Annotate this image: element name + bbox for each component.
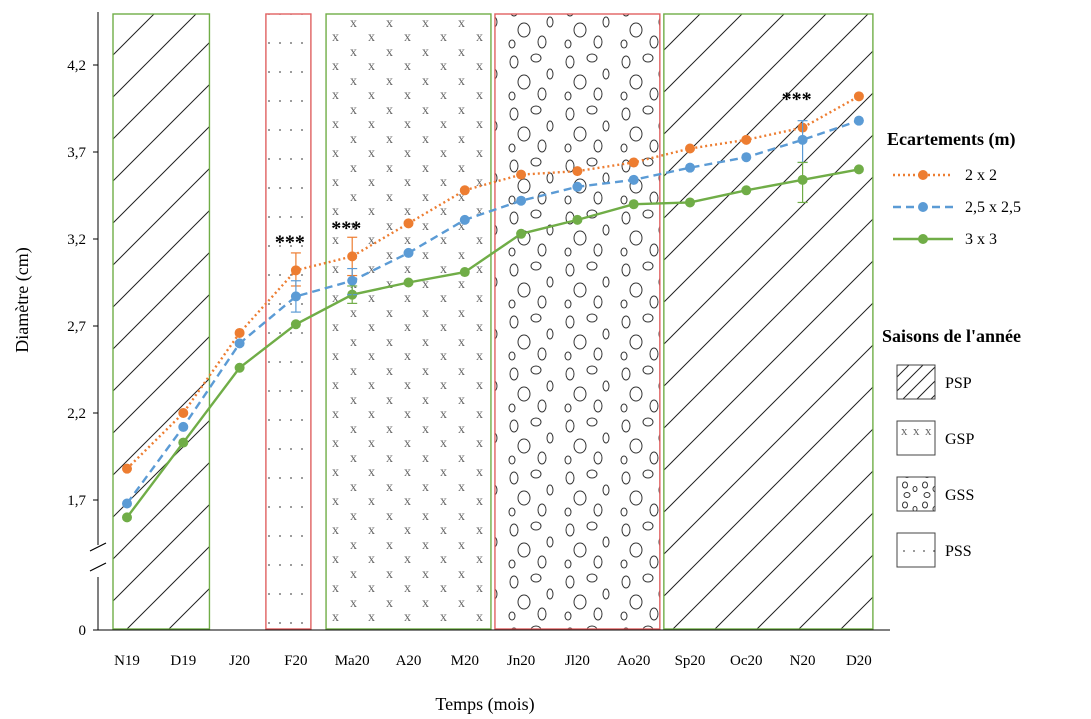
data-point (403, 247, 414, 258)
data-point (685, 162, 695, 173)
data-point (234, 362, 245, 373)
x-tick-label: A20 (396, 653, 422, 669)
data-point (516, 195, 527, 206)
data-point (122, 512, 132, 523)
season-label: PSP (945, 375, 972, 392)
y-tick-label: 3,7 (67, 145, 86, 161)
seasons-legend-title: Saisons de l'année (882, 326, 1021, 346)
data-point (628, 174, 639, 185)
season-swatch-gss (896, 476, 936, 512)
x-tick-label: D19 (170, 653, 196, 669)
season-label: GSS (945, 487, 974, 504)
data-point (178, 408, 189, 418)
data-point (516, 228, 527, 239)
data-point (853, 91, 864, 102)
y-tick-label: 2,7 (67, 319, 86, 335)
data-point (685, 143, 695, 154)
season-band-gss (494, 13, 661, 630)
axis-break-marker (89, 542, 107, 572)
x-tick-label: Jn20 (507, 653, 535, 669)
x-tick-label: N20 (790, 653, 816, 669)
x-axis-title: Temps (mois) (435, 694, 534, 715)
season-swatch-gsp (896, 420, 936, 456)
data-point (628, 199, 639, 210)
error-bar (290, 280, 301, 313)
season-swatch-psp (896, 364, 936, 400)
season-band-psp (663, 13, 874, 630)
series-line (126, 168, 860, 519)
data-point (178, 437, 189, 448)
legend-label: 3 x 3 (965, 231, 997, 248)
data-point (853, 164, 864, 175)
data-point (516, 169, 527, 180)
x-tick-label: Ma20 (335, 653, 370, 669)
season-label: PSS (945, 543, 972, 560)
data-point (572, 166, 583, 177)
data-point (572, 214, 583, 225)
y-tick-label: 3,2 (67, 232, 86, 248)
data-point (628, 157, 639, 168)
season-label: GSP (945, 431, 974, 448)
data-point (122, 498, 132, 509)
y-tick-label: 0 (79, 623, 87, 639)
data-point (403, 218, 414, 229)
significance-annotation: *** (275, 231, 305, 253)
x-tick-label: F20 (284, 653, 307, 669)
x-tick-label: Sp20 (675, 653, 706, 669)
significance-annotation: *** (331, 217, 361, 239)
series-legend: Ecartements (m) 2 x 2 2,5 x 2,5 3 x 3 (887, 129, 1021, 248)
error-bar (797, 161, 808, 204)
x-tick-label: Ao20 (617, 653, 650, 669)
series-line (126, 119, 860, 505)
y-tick-label: 2,2 (67, 406, 86, 422)
x-tick-label: M20 (451, 653, 479, 669)
data-point (853, 115, 864, 126)
season-band-psp (112, 13, 211, 630)
legend-label: 2,5 x 2,5 (965, 199, 1021, 216)
data-point (122, 463, 132, 474)
season-swatch-pss (896, 532, 936, 568)
data-point (741, 152, 752, 163)
data-point (403, 277, 414, 288)
x-tick-label: Jl20 (565, 653, 590, 669)
data-point (459, 214, 470, 225)
data-point (459, 267, 470, 278)
data-point (234, 327, 245, 338)
seasons-legend: Saisons de l'année PSP GSP GSS PSS (882, 326, 1021, 568)
y-tick-label: 1,7 (67, 493, 86, 509)
legend-marker (918, 234, 928, 244)
data-point (572, 181, 583, 192)
data-point (234, 338, 245, 349)
data-point (685, 197, 695, 208)
x-tick-label: Oc20 (730, 653, 763, 669)
x-tick-label: D20 (846, 653, 872, 669)
series-legend-title: Ecartements (m) (887, 129, 1015, 150)
season-band-pss (265, 13, 312, 630)
data-point (290, 319, 301, 330)
x-tick-label: N19 (114, 653, 140, 669)
significance-annotation: *** (782, 89, 812, 111)
y-axis-title: Diamètre (cm) (12, 247, 33, 352)
legend-marker (918, 170, 928, 180)
x-tick-label: J20 (229, 653, 250, 669)
data-point (178, 421, 189, 432)
season-band-gsp (325, 13, 492, 630)
series-line (126, 95, 860, 470)
legend-label: 2 x 2 (965, 167, 997, 184)
error-bar (347, 285, 358, 304)
legend-marker (918, 202, 928, 212)
data-point (741, 185, 752, 196)
data-point (741, 134, 752, 145)
y-tick-label: 4,2 (67, 58, 86, 74)
data-point (459, 185, 470, 196)
